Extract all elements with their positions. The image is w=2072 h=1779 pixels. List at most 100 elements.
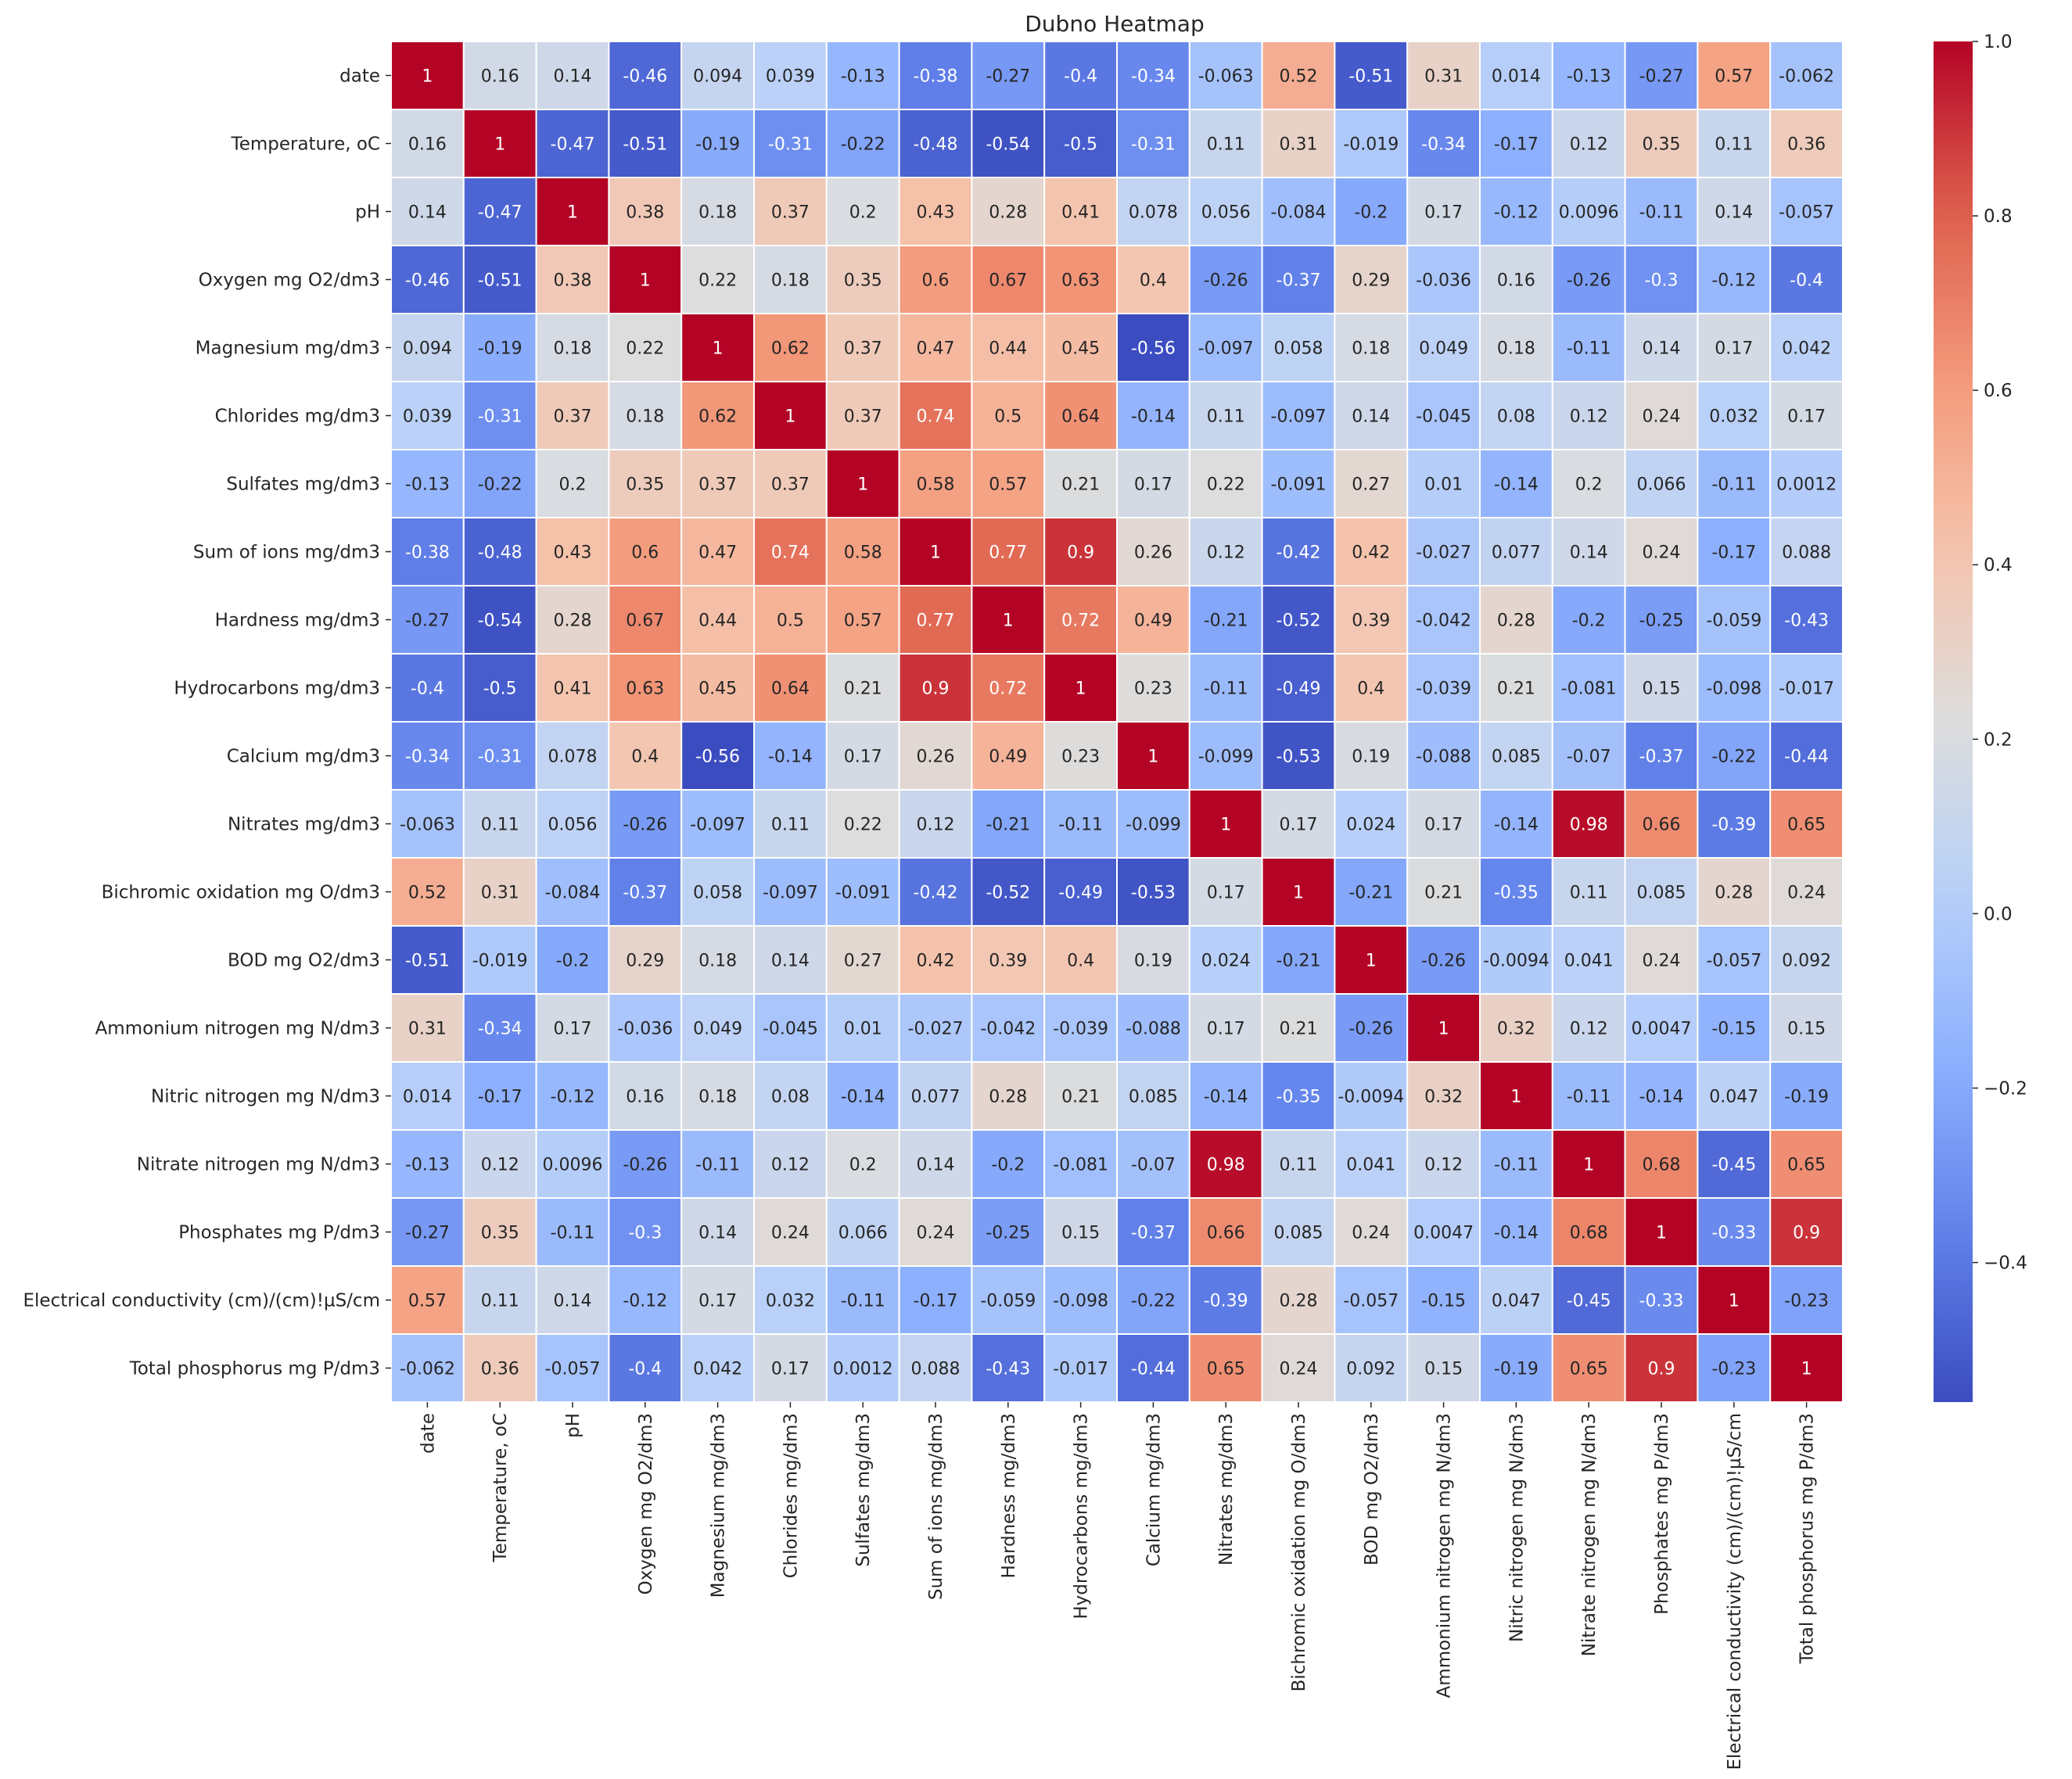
cell-value-label: -0.45: [1711, 1156, 1756, 1175]
cell-value-label: 0.35: [1643, 135, 1681, 155]
cell-value-label: -0.098: [1053, 1292, 1108, 1311]
heatmap-cell: [1406, 1129, 1481, 1199]
heatmap-cell: [1043, 245, 1118, 314]
heatmap-cell: [898, 245, 973, 314]
column-tick-label: Temperature, oC: [490, 1413, 511, 1562]
column-tick-label: Hydrocarbons mg/dm3: [1072, 1413, 1092, 1619]
cell-value-label: 0.43: [917, 203, 955, 223]
row-tick-label: BOD mg O2/dm3: [228, 951, 380, 971]
cell-value-label: 0.11: [1715, 135, 1753, 155]
heatmap-cell: [680, 925, 756, 995]
heatmap-cell: [1769, 245, 1844, 314]
heatmap-cell: [1116, 177, 1190, 246]
heatmap-cell: [535, 313, 610, 382]
cell-value-label: 0.28: [554, 612, 592, 631]
heatmap-cell: [1334, 993, 1409, 1063]
cell-value-label: 0.18: [1497, 339, 1535, 359]
cell-value-label: 0.21: [1061, 1088, 1100, 1107]
heatmap-cell: [1551, 789, 1626, 859]
heatmap-cell: [1697, 993, 1772, 1063]
cell-value-label: 0.28: [989, 1088, 1027, 1107]
heatmap-cell: [898, 41, 973, 110]
heatmap-cell: [1406, 177, 1481, 246]
cell-value-label: 0.28: [1280, 1292, 1318, 1311]
heatmap-cell: [1551, 517, 1626, 586]
cell-value-label: -0.46: [623, 67, 667, 87]
cell-value-label: 0.37: [771, 475, 810, 495]
cell-value-label: 0.57: [408, 1292, 447, 1311]
heatmap-cell: [1043, 1129, 1118, 1199]
heatmap-cell: [1406, 653, 1481, 723]
heatmap-cell: [462, 1265, 537, 1335]
cell-value-label: -0.56: [695, 748, 740, 767]
heatmap-cell: [1334, 789, 1409, 859]
heatmap-cell: [462, 653, 537, 723]
cell-value-label: 0.41: [1061, 203, 1100, 223]
cell-value-label: 0.9: [1793, 1224, 1820, 1243]
heatmap-cell: [1043, 517, 1118, 586]
cell-value-label: 0.19: [1352, 748, 1390, 767]
cell-value-label: -0.084: [545, 884, 601, 903]
heatmap-cell: [825, 517, 900, 586]
cell-value-label: 0.21: [1424, 884, 1463, 903]
cell-value-label: 0.12: [1570, 407, 1608, 427]
heatmap-cell: [898, 1061, 973, 1131]
heatmap-cell: [1551, 993, 1626, 1063]
cell-value-label: 1: [857, 475, 868, 495]
cell-value-label: -0.13: [405, 1156, 450, 1175]
heatmap-cell: [898, 313, 973, 382]
cell-value-label: 0.17: [1424, 203, 1463, 223]
cell-value-label: -0.46: [405, 271, 450, 291]
heatmap-cell: [1551, 109, 1626, 178]
cell-value-label: -0.21: [986, 816, 1030, 835]
cell-value-label: -0.11: [551, 1224, 595, 1243]
cell-value-label: -0.48: [914, 135, 958, 155]
cell-value-label: -0.098: [1706, 680, 1761, 699]
cell-value-label: 0.0096: [1559, 203, 1619, 223]
cell-value-label: -0.12: [1494, 203, 1539, 223]
heatmap-cell: [462, 993, 537, 1063]
cell-value-label: -0.39: [1204, 1292, 1248, 1311]
cell-value-label: -0.37: [1639, 748, 1684, 767]
cell-value-label: 0.15: [1643, 680, 1681, 699]
heatmap-cell: [1479, 313, 1553, 382]
cell-value-label: 0.65: [1570, 1360, 1608, 1379]
row-tick-label: Chlorides mg/dm3: [215, 407, 380, 427]
heatmap-cell: [1624, 1265, 1699, 1335]
cell-value-label: -0.53: [1277, 748, 1321, 767]
heatmap-cell: [825, 313, 900, 382]
cell-value-label: -0.19: [695, 135, 740, 155]
cell-value-label: -0.097: [1198, 339, 1254, 359]
cell-value-label: 0.014: [403, 1088, 452, 1107]
cell-value-label: 0.64: [771, 680, 810, 699]
cell-value-label: 0.12: [1207, 543, 1245, 563]
cell-value-label: -0.4: [1064, 67, 1097, 87]
heatmap-cell: [825, 109, 900, 178]
cell-value-label: 1: [713, 339, 724, 359]
cell-value-label: -0.37: [1131, 1224, 1176, 1243]
heatmap-cell: [753, 585, 828, 655]
cell-value-label: 0.41: [554, 680, 592, 699]
cell-value-label: -0.017: [1053, 1360, 1108, 1379]
cell-value-label: 0.2: [1575, 475, 1603, 495]
cell-value-label: 0.24: [1352, 1224, 1390, 1243]
cell-value-label: 0.11: [481, 816, 519, 835]
cell-value-label: -0.11: [1204, 680, 1248, 699]
heatmap-cell: [1769, 585, 1844, 655]
heatmap-cell: [535, 449, 610, 518]
cell-value-label: 1: [567, 203, 578, 223]
cell-value-label: -0.54: [986, 135, 1030, 155]
cell-value-label: 0.17: [844, 748, 882, 767]
cell-value-label: 1: [1438, 1020, 1449, 1039]
heatmap-cell: [390, 449, 465, 518]
heatmap-cell: [898, 517, 973, 586]
cell-value-label: 0.66: [1643, 816, 1681, 835]
heatmap-cell: [390, 109, 465, 178]
colorbar-tick-label: −0.4: [1984, 1254, 2027, 1274]
row-tick-label: Nitric nitrogen mg N/dm3: [151, 1087, 380, 1107]
heatmap-cell: [1406, 1333, 1481, 1403]
heatmap-cell: [1551, 1197, 1626, 1267]
cell-value-label: 0.042: [693, 1360, 742, 1379]
cell-value-label: 0.17: [1207, 1020, 1245, 1039]
heatmap-cell: [898, 1129, 973, 1199]
